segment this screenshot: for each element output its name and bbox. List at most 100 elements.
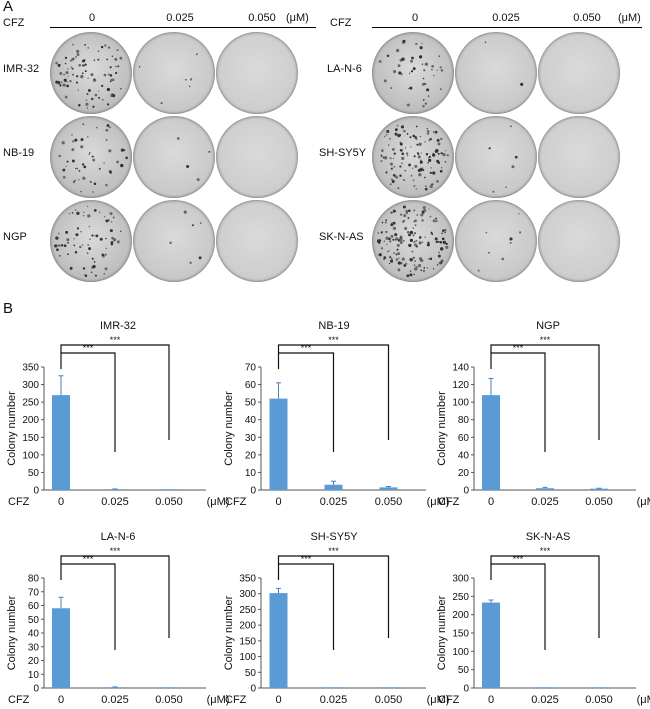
y-tick-label: 30	[245, 433, 257, 444]
x-prefix-label: CFZ	[438, 496, 460, 508]
x-unit-label: (μM)	[637, 496, 650, 508]
y-tick-label: 60	[28, 601, 40, 612]
colony-dish	[372, 116, 454, 198]
colony-dots	[54, 205, 122, 278]
significance-label: ***	[328, 546, 339, 556]
bar	[52, 395, 70, 490]
dose-label: 0	[88, 12, 96, 24]
colony-dots	[376, 205, 449, 278]
y-tick-label: 50	[28, 468, 40, 479]
x-prefix-label: CFZ	[8, 694, 30, 706]
y-tick-label: 0	[33, 486, 39, 497]
x-unit-label: (μM)	[427, 694, 450, 706]
x-tick-label: 0.025	[101, 496, 129, 508]
bar	[482, 395, 500, 490]
chart-title: IMR-32	[100, 320, 136, 332]
y-tick-label: 10	[245, 468, 257, 479]
y-axis-label: Colony number	[6, 595, 18, 670]
y-tick-label: 20	[28, 656, 40, 667]
y-tick-label: 100	[239, 652, 256, 663]
bar	[536, 488, 554, 490]
y-tick-label: 350	[239, 574, 256, 585]
y-tick-label: 140	[452, 363, 469, 374]
y-tick-label: 0	[463, 486, 469, 497]
cell-line-label: NGP	[3, 231, 27, 243]
colony-dish	[372, 200, 454, 282]
x-tick-label: 0.025	[531, 496, 559, 508]
y-tick-label: 250	[239, 605, 256, 616]
significance-bracket	[277, 344, 390, 440]
panel-b-letter: B	[3, 300, 14, 317]
y-axis-label: Colony number	[6, 391, 18, 466]
bar	[379, 487, 398, 490]
dose-bar	[50, 27, 316, 28]
bar	[324, 687, 343, 688]
colony-dish	[372, 32, 454, 114]
y-tick-label: 200	[239, 621, 256, 632]
y-axis-label: Colony number	[223, 391, 235, 466]
colony-dish	[50, 200, 132, 282]
colony-dots	[176, 137, 211, 182]
y-tick-label: 50	[458, 665, 470, 676]
y-tick-label: 40	[245, 415, 257, 426]
y-tick-label: 350	[22, 363, 39, 374]
colony-dish	[216, 116, 298, 198]
colony-dish	[133, 200, 215, 282]
y-tick-label: 250	[22, 398, 39, 409]
y-tick-label: 100	[452, 398, 469, 409]
y-tick-label: 0	[250, 486, 256, 497]
y-tick-label: 200	[452, 610, 469, 621]
x-tick-label: 0.050	[155, 496, 183, 508]
y-tick-label: 80	[458, 415, 470, 426]
dose-label: 0.025	[166, 12, 194, 24]
y-tick-label: 150	[22, 433, 39, 444]
colony-dish	[538, 200, 620, 282]
x-unit-label: (μM)	[427, 496, 450, 508]
y-tick-label: 100	[452, 647, 469, 658]
bar	[590, 488, 608, 490]
y-tick-label: 50	[28, 615, 40, 626]
colony-dots	[169, 210, 202, 265]
y-tick-label: 20	[245, 450, 257, 461]
cell-line-label: NB-19	[3, 147, 35, 159]
significance-label: ***	[110, 546, 121, 556]
agent-label: CFZ	[330, 17, 352, 29]
colony-dish	[216, 32, 298, 114]
significance-bracket	[60, 563, 116, 650]
colony-dish	[538, 116, 620, 198]
y-tick-label: 150	[239, 636, 256, 647]
x-unit-label: (μM)	[207, 496, 230, 508]
chart-title: SK-N-AS	[526, 531, 571, 543]
chart-title: NGP	[536, 320, 560, 332]
bar	[160, 687, 178, 688]
y-tick-label: 0	[463, 684, 469, 695]
dose-label: 0	[411, 12, 419, 24]
significance-bracket	[60, 344, 170, 440]
bar	[106, 489, 124, 490]
x-prefix-label: CFZ	[225, 496, 247, 508]
x-tick-label: 0.025	[101, 694, 129, 706]
y-tick-label: 10	[28, 670, 40, 681]
y-tick-label: 60	[245, 380, 257, 391]
x-tick-label: 0.025	[320, 694, 348, 706]
significance-bracket	[490, 344, 600, 440]
bar	[269, 398, 288, 490]
unit-label: (μM)	[618, 12, 641, 24]
significance-bracket	[277, 555, 390, 638]
significance-label: ***	[540, 546, 551, 556]
bar	[379, 687, 398, 688]
x-unit-label: (μM)	[637, 694, 650, 706]
colony-dish	[538, 32, 620, 114]
colony-dish	[50, 116, 132, 198]
colony-dish	[133, 116, 215, 198]
y-tick-label: 70	[28, 587, 40, 598]
x-prefix-label: CFZ	[225, 694, 247, 706]
x-tick-label: 0	[58, 694, 64, 706]
y-axis-label: Colony number	[436, 595, 448, 670]
significance-label: ***	[301, 343, 312, 353]
significance-bracket	[277, 352, 335, 452]
y-tick-label: 50	[245, 398, 257, 409]
bar	[590, 687, 608, 688]
significance-bracket	[490, 555, 600, 638]
dose-label: 0.050	[248, 12, 276, 24]
